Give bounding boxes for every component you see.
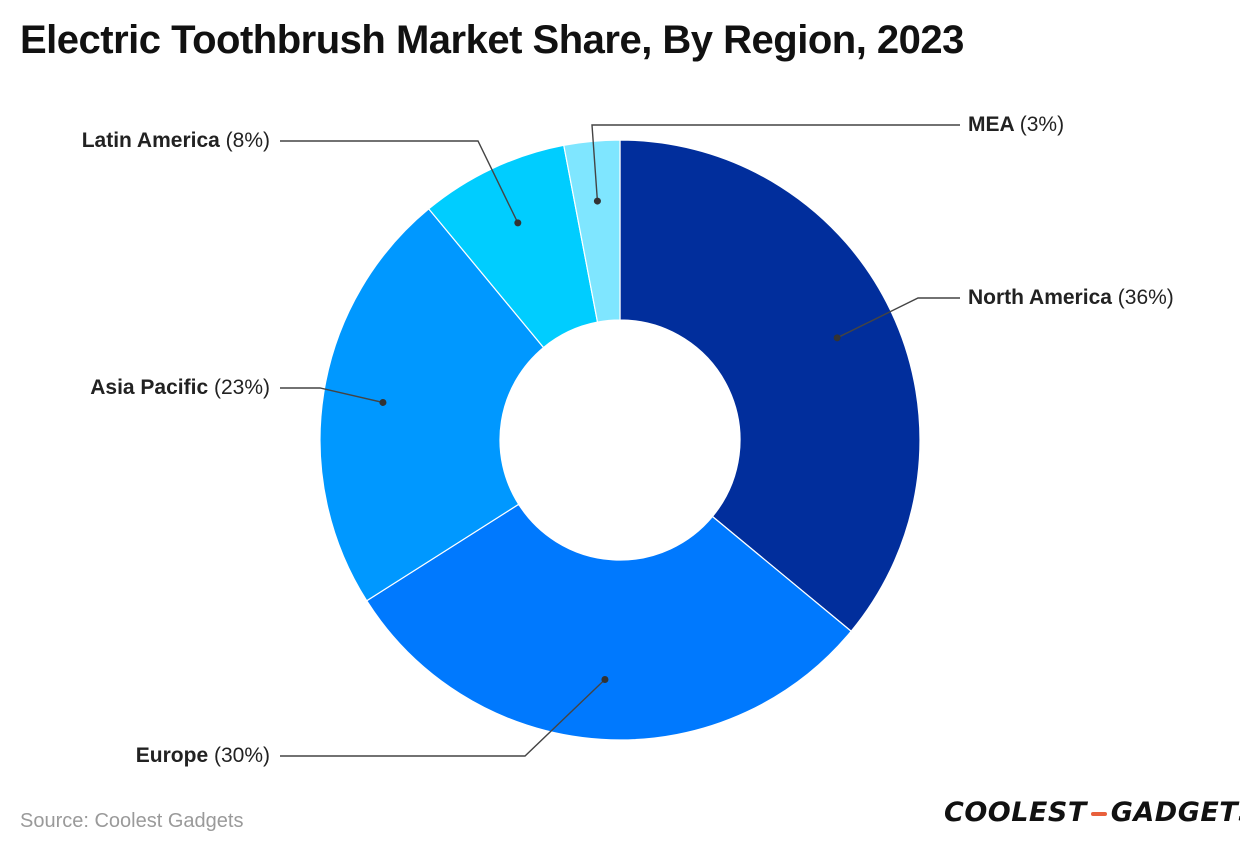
slice-label-name: MEA — [968, 113, 1020, 136]
slice-label-value: (30%) — [214, 744, 270, 767]
leader-line-mea — [591, 124, 960, 202]
slice-label-name: North America — [968, 286, 1118, 309]
leader-line-latin-america — [280, 140, 519, 224]
slice-label-north-america: North America (36%) — [968, 286, 1174, 309]
leader-line-asia-pacific — [280, 387, 384, 404]
leader-dot-europe — [601, 676, 609, 684]
slice-label-asia-pacific: Asia Pacific (23%) — [90, 376, 270, 399]
brand-logo[interactable]: COOLEST GADGETS — [944, 797, 1240, 828]
slice-labels-layer: North America (36%) Europe (30%) Asia Paci… — [82, 113, 1174, 767]
slice-label-name: Europe — [136, 744, 214, 767]
brand-logo-left: COOLEST — [944, 797, 1087, 828]
donut-slice-asia-pacific[interactable] — [319, 208, 545, 602]
leader-line-north-america — [836, 297, 960, 339]
slice-label-value: (23%) — [214, 376, 270, 399]
donut-slice-europe[interactable] — [365, 503, 852, 741]
brand-logo-right: GADGETS — [1110, 797, 1240, 828]
leader-dot-asia-pacific — [379, 398, 387, 406]
donut-slice-north-america[interactable] — [619, 139, 921, 633]
slices-layer — [319, 139, 921, 741]
leader-dot-mea — [593, 197, 601, 205]
source-note: Source: Coolest Gadgets — [20, 810, 244, 832]
slice-label-latin-america: Latin America (8%) — [82, 129, 270, 152]
slice-label-mea: MEA (3%) — [968, 113, 1064, 136]
brand-logo-dash — [1090, 811, 1107, 816]
slice-label-value: (3%) — [1020, 113, 1064, 136]
leader-dot-latin-america — [514, 219, 522, 227]
slice-label-value: (36%) — [1118, 286, 1174, 309]
page-title: Electric Toothbrush Market Share, By Reg… — [20, 18, 964, 62]
leader-dot-north-america — [833, 334, 841, 342]
slice-label-value: (8%) — [226, 129, 270, 152]
donut-slice-mea[interactable] — [563, 139, 621, 323]
slice-label-name: Latin America — [82, 129, 226, 152]
leader-lines-layer — [280, 124, 960, 757]
leader-line-europe — [280, 679, 606, 757]
slice-label-europe: Europe (30%) — [136, 744, 270, 767]
slice-label-name: Asia Pacific — [90, 376, 214, 399]
